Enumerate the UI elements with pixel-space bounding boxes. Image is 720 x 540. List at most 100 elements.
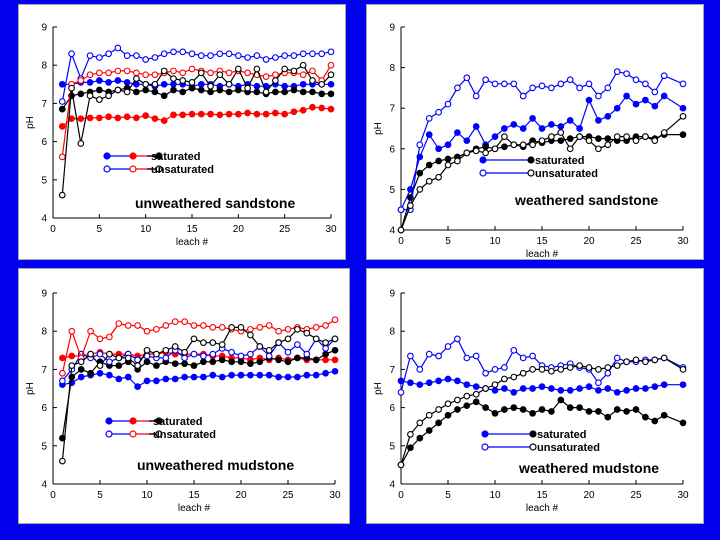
legend-label-unsaturated: unsaturated [151, 164, 214, 176]
data-point [327, 61, 335, 69]
data-point [331, 335, 339, 343]
series-line [62, 79, 331, 87]
x-tick-label: 10 [489, 236, 501, 247]
legend-label-unsaturated: unsaturated [537, 442, 600, 454]
data-point [275, 327, 282, 335]
data-point [482, 76, 489, 84]
data-point [566, 76, 574, 84]
y-tick-label: 5 [41, 441, 47, 452]
data-point [557, 123, 565, 130]
data-point [613, 388, 621, 396]
data-point [294, 373, 301, 381]
data-point [407, 352, 414, 360]
data-point [188, 84, 196, 92]
data-point [275, 339, 282, 347]
data-point [642, 133, 649, 140]
data-point [200, 373, 207, 381]
data-point [548, 385, 555, 392]
data-point [463, 149, 471, 157]
data-point [253, 52, 261, 60]
data-point [190, 350, 198, 358]
legend-marker [155, 165, 163, 173]
data-point [284, 325, 292, 333]
data-point [171, 318, 179, 326]
data-point [595, 135, 602, 142]
chart-title: unweathered sandstone [135, 195, 295, 211]
data-point [595, 408, 602, 415]
data-point [529, 84, 536, 92]
data-point [133, 52, 140, 60]
data-point [331, 316, 339, 324]
data-point [179, 77, 187, 84]
legend-label-unsaturated: unsaturated [535, 168, 598, 180]
x-tick-label: 0 [398, 490, 404, 501]
data-point [642, 413, 649, 421]
data-point [247, 325, 254, 333]
data-point [114, 77, 122, 84]
data-point [397, 206, 405, 214]
y-tick-label: 9 [389, 289, 395, 300]
data-point [179, 48, 187, 56]
data-point [444, 411, 452, 419]
data-point [576, 362, 583, 369]
data-point [171, 360, 179, 368]
data-point [613, 68, 621, 76]
data-point [472, 352, 480, 360]
data-point [519, 92, 527, 100]
data-point [303, 371, 311, 379]
data-point [170, 86, 177, 94]
x-tick-label: 20 [583, 236, 595, 247]
data-point [613, 354, 621, 362]
data-point [472, 398, 480, 406]
data-point [59, 354, 66, 362]
data-point [216, 50, 224, 58]
data-point [256, 343, 264, 350]
data-point [58, 153, 66, 161]
data-point [95, 96, 103, 103]
data-point [160, 92, 168, 100]
data-point [181, 373, 188, 381]
data-point [179, 69, 187, 77]
data-point [207, 88, 214, 96]
x-tick-label: 30 [677, 490, 689, 501]
data-point [151, 115, 159, 123]
data-point [228, 371, 235, 379]
data-point [275, 373, 282, 381]
series-saturated-0 [397, 92, 687, 214]
legend-marker [481, 443, 489, 451]
data-point [216, 86, 224, 94]
data-point [181, 360, 188, 368]
data-point [613, 104, 621, 112]
data-point [444, 161, 452, 169]
data-point [472, 123, 480, 130]
data-point [124, 373, 132, 381]
legend-marker [529, 443, 537, 451]
data-point [472, 147, 480, 155]
data-point [444, 400, 452, 408]
x-tick-label: 5 [445, 490, 451, 501]
data-point [322, 350, 329, 358]
data-point [397, 226, 405, 234]
data-point [454, 157, 461, 165]
chart-title: weathered sandstone [514, 192, 658, 208]
data-point [604, 112, 612, 120]
data-point [284, 358, 292, 366]
data-point [142, 112, 150, 119]
data-point [472, 390, 480, 398]
data-point [491, 133, 499, 140]
data-point [200, 352, 207, 360]
data-point [265, 371, 273, 379]
data-point [566, 404, 574, 411]
data-point [463, 137, 471, 145]
data-point [510, 346, 518, 354]
data-point [160, 117, 168, 124]
data-point [623, 358, 630, 366]
chart-unweathered-mudstone: 4 5 6 7 8 9 0 5 10 15 20 25 30 leach # pH saturatedunsa… [25, 289, 341, 515]
x-tick-label: 20 [583, 490, 595, 501]
legend-marker [155, 152, 163, 160]
data-point [454, 406, 461, 413]
data-point [585, 96, 593, 104]
data-point [595, 145, 602, 153]
